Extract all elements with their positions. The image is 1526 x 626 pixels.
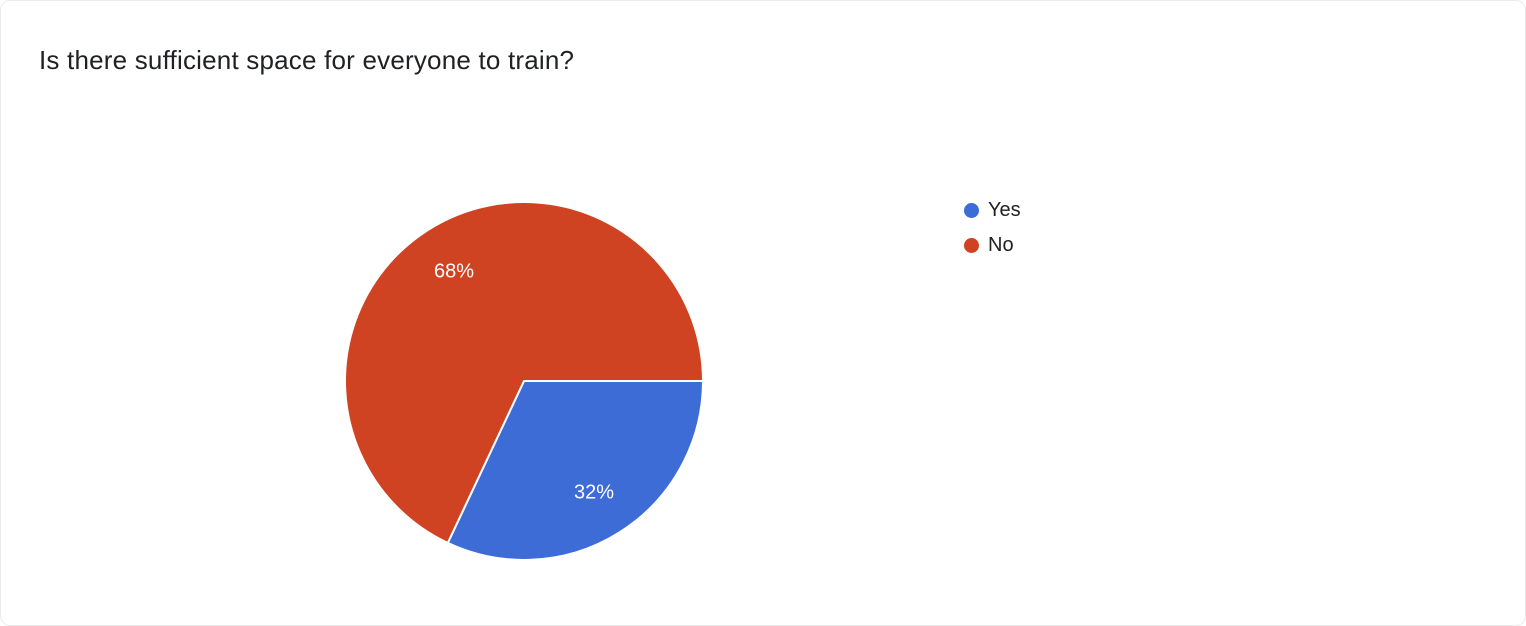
pie-slice-label-no: 68% xyxy=(434,261,474,283)
legend-swatch-no xyxy=(964,238,979,253)
legend-item-yes: Yes xyxy=(964,199,1021,222)
chart-legend: Yes No xyxy=(964,199,1021,257)
pie-slice-no xyxy=(344,201,704,544)
pie-chart-svg: 32% 68% xyxy=(344,201,704,561)
pie-slice-label-yes: 32% xyxy=(574,481,614,503)
legend-label-yes: Yes xyxy=(988,199,1021,221)
chart-title: Is there sufficient space for everyone t… xyxy=(39,45,575,75)
legend-label-no: No xyxy=(988,234,1014,256)
pie-slice-yes xyxy=(446,380,704,561)
legend-item-no: No xyxy=(964,234,1021,257)
pie-chart: 32% 68% xyxy=(343,200,705,562)
legend-swatch-yes xyxy=(964,203,979,218)
